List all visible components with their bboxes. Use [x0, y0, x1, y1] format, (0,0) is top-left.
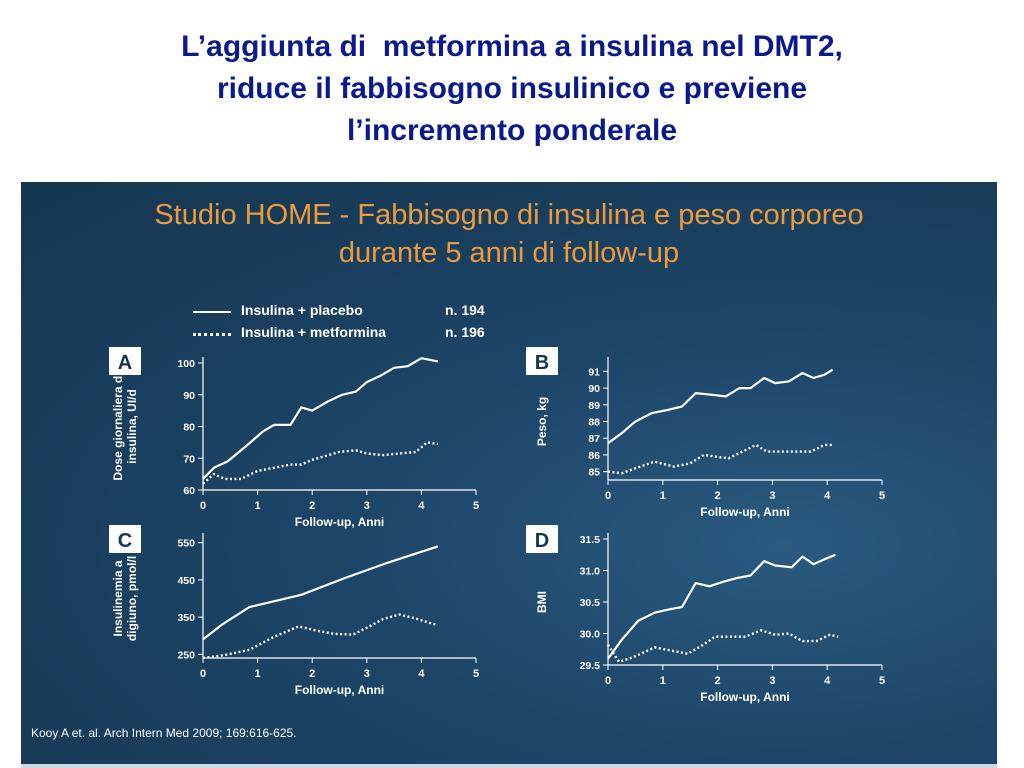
- slide-title-line-2: riduce il fabbisogno insulinico e previe…: [216, 72, 808, 105]
- y-tick-label: 88: [588, 417, 600, 429]
- figure-title-line-1: Studio HOME - Fabbisogno di insulina e p…: [154, 199, 864, 231]
- chart-panel-a: A 0 1 2 3 4 5 Follow-up, Anni 60 70 80 90 100 Dose gi…: [109, 347, 479, 529]
- panel-letter: A: [118, 352, 132, 374]
- panel-letter: B: [535, 352, 549, 374]
- x-tick-label: 3: [364, 500, 370, 512]
- y-axis-label: Peso, kg: [535, 397, 549, 446]
- y-tick-label: 550: [177, 538, 195, 550]
- legend-swatch-solid: [193, 311, 231, 313]
- legend-item-placebo: Insulina + placebo n. 194: [193, 302, 513, 322]
- series-line-placebo: [202, 357, 439, 480]
- x-axis-label: Follow-up, Anni: [700, 505, 790, 519]
- y-tick-label: 31.0: [580, 566, 601, 578]
- slide-title-line-1: L’aggiunta di metformina a insulina nel …: [181, 30, 843, 63]
- x-axis-label: Follow-up, Anni: [700, 690, 790, 704]
- x-tick-label: 0: [200, 500, 206, 512]
- x-tick-label: 2: [715, 675, 721, 687]
- legend-label: Insulina + metformina: [241, 324, 387, 340]
- x-tick-label: 4: [418, 668, 425, 680]
- series-line-metformina: [607, 443, 833, 475]
- panel-letter-box: [109, 525, 141, 553]
- x-axis-label: Follow-up, Anni: [295, 515, 385, 529]
- legend-item-metformina: Insulina + metformina n. 196: [193, 324, 513, 344]
- slide-title-line-3: l’incremento ponderale: [346, 114, 678, 147]
- y-tick-label: 91: [588, 366, 600, 378]
- y-axis-label: BMI: [535, 591, 549, 613]
- y-tick-label: 89: [588, 400, 600, 412]
- x-tick-label: 1: [255, 500, 261, 512]
- x-tick-label: 4: [824, 675, 831, 687]
- y-tick-label: 100: [177, 358, 195, 370]
- series-line-placebo: [607, 553, 836, 660]
- figure-title: Studio HOME - Fabbisogno di insulina e p…: [61, 196, 957, 272]
- x-tick-label: 2: [715, 490, 721, 502]
- y-tick-label: 250: [177, 649, 195, 661]
- y-tick-label: 350: [177, 612, 195, 624]
- y-axis-label: Dose giornaliera di: [111, 372, 125, 480]
- y-tick-label: 60: [183, 485, 195, 497]
- x-tick-label: 5: [473, 500, 479, 512]
- series-line-placebo: [607, 368, 834, 445]
- panel-letter-box: [109, 347, 141, 375]
- panel-letter: C: [118, 530, 132, 552]
- panel-letter: D: [535, 530, 549, 552]
- y-tick-label: 31.5: [580, 534, 601, 546]
- y-tick-label: 30.0: [580, 629, 601, 641]
- figure-panel: Studio HOME - Fabbisogno di insulina e p…: [21, 182, 997, 768]
- chart-panel-c: C 0 1 2 3 4 5 Follow-up, Anni 250 350 450 550 Insuli…: [109, 525, 479, 697]
- panel-letter-box: [526, 347, 558, 375]
- x-tick-label: 1: [660, 490, 666, 502]
- legend-swatch-dotted: [193, 333, 231, 336]
- slide-title: L’aggiunta di metformina a insulina nel …: [40, 26, 984, 152]
- citation: Kooy A et. al. Arch Intern Med 2009; 169…: [31, 726, 297, 740]
- x-tick-label: 0: [200, 668, 206, 680]
- legend-n: n. 194: [445, 302, 485, 318]
- bottom-divider: [21, 764, 997, 768]
- x-tick-label: 2: [309, 668, 315, 680]
- x-tick-label: 5: [879, 675, 885, 687]
- x-tick-label: 1: [660, 675, 666, 687]
- legend-label: Insulina + placebo: [241, 302, 363, 318]
- y-tick-label: 29.5: [580, 660, 601, 672]
- x-tick-label: 0: [605, 490, 611, 502]
- series-line-metformina: [606, 629, 839, 663]
- y-tick-label: 90: [183, 390, 195, 402]
- y-axis-label: Insulinemia a: [111, 560, 125, 636]
- x-axis-label: Follow-up, Anni: [295, 683, 385, 697]
- chart-panel-b: B 0 1 2 3 4 5 Follow-up, Anni 85 86 87 88 89 90 91 Peso…: [526, 347, 885, 519]
- figure-title-line-2: durante 5 anni di follow-up: [338, 237, 680, 269]
- x-tick-label: 5: [473, 668, 479, 680]
- y-axis-label: digiuno, pmol/l: [125, 556, 139, 641]
- panel-letter-box: [526, 525, 558, 553]
- y-tick-label: 85: [588, 467, 600, 479]
- legend-n: n. 196: [445, 324, 485, 340]
- x-tick-label: 0: [605, 675, 611, 687]
- x-tick-label: 2: [309, 500, 315, 512]
- series-line-metformina: [202, 613, 439, 660]
- x-tick-label: 5: [879, 490, 885, 502]
- y-tick-label: 450: [177, 575, 195, 587]
- y-tick-label: 70: [183, 453, 195, 465]
- x-tick-label: 3: [769, 675, 775, 687]
- y-axis-label: insulina, UI/d: [125, 389, 139, 464]
- x-tick-label: 3: [364, 668, 370, 680]
- chart-panel-d: D 0 1 2 3 4 5 Follow-up, Anni 29.5 30.0 30.5 31.0 31…: [526, 525, 885, 704]
- y-tick-label: 30.5: [580, 597, 601, 609]
- series-line-placebo: [202, 545, 439, 641]
- y-tick-label: 90: [588, 383, 600, 395]
- x-tick-label: 4: [418, 500, 425, 512]
- y-tick-label: 87: [588, 433, 600, 445]
- y-tick-label: 80: [183, 422, 195, 434]
- x-tick-label: 3: [769, 490, 775, 502]
- series-line-metformina: [202, 441, 438, 485]
- x-tick-label: 4: [824, 490, 831, 502]
- x-tick-label: 1: [255, 668, 261, 680]
- y-tick-label: 86: [588, 450, 600, 462]
